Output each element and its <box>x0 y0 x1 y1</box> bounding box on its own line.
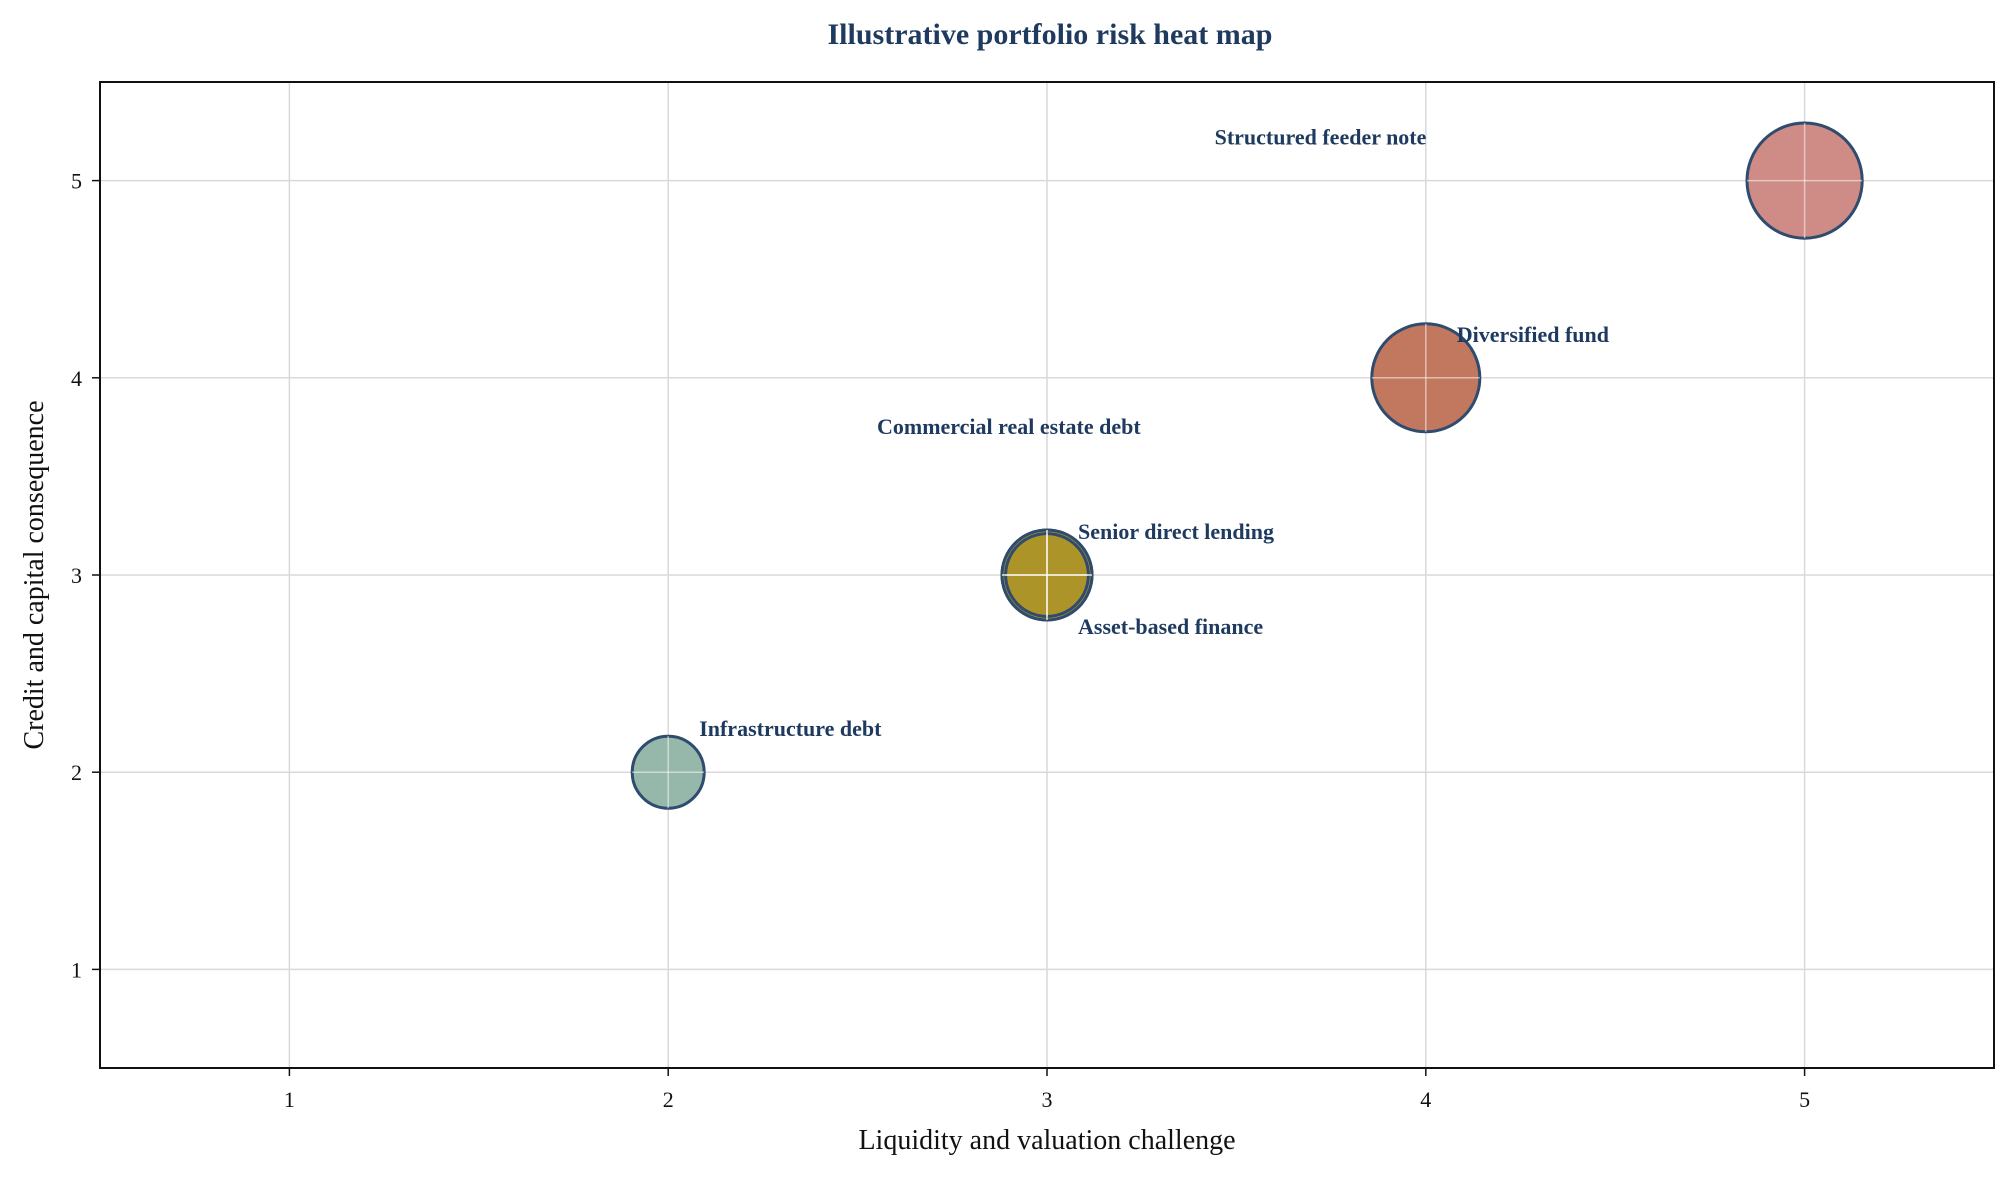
data-points <box>630 121 1864 810</box>
data-point-label: Structured feeder note <box>1215 125 1427 150</box>
x-axis-label: Liquidity and valuation challenge <box>858 1125 1235 1156</box>
x-tick-label: 5 <box>1799 1087 1810 1112</box>
x-tick-label: 4 <box>1420 1087 1431 1112</box>
x-tick-label: 3 <box>1042 1087 1053 1112</box>
data-point-label: Commercial real estate debt <box>877 414 1141 439</box>
data-point-label: Infrastructure debt <box>699 716 882 741</box>
x-tick-label: 1 <box>284 1087 295 1112</box>
y-tick-label: 1 <box>71 957 82 982</box>
plot-frame <box>99 81 1995 1069</box>
y-tick-label: 5 <box>71 169 82 194</box>
grid-lines <box>100 82 1994 1068</box>
chart-title: Illustrative portfolio risk heat map <box>828 18 1273 51</box>
y-tick-label: 2 <box>71 760 82 785</box>
data-point-label: Asset-based finance <box>1078 614 1263 639</box>
data-point-label: Diversified fund <box>1457 322 1609 347</box>
y-tick-label: 4 <box>71 366 82 391</box>
y-axis-label: Credit and capital consequence <box>19 400 50 749</box>
y-tick-label: 3 <box>71 563 82 588</box>
x-tick-label: 2 <box>663 1087 674 1112</box>
data-point-labels: Infrastructure debt Senior direct lending… <box>699 125 1609 742</box>
axis-ticks: 1 2 3 4 5 1 2 3 4 5 <box>71 169 1810 1112</box>
data-point-label: Senior direct lending <box>1078 519 1274 544</box>
